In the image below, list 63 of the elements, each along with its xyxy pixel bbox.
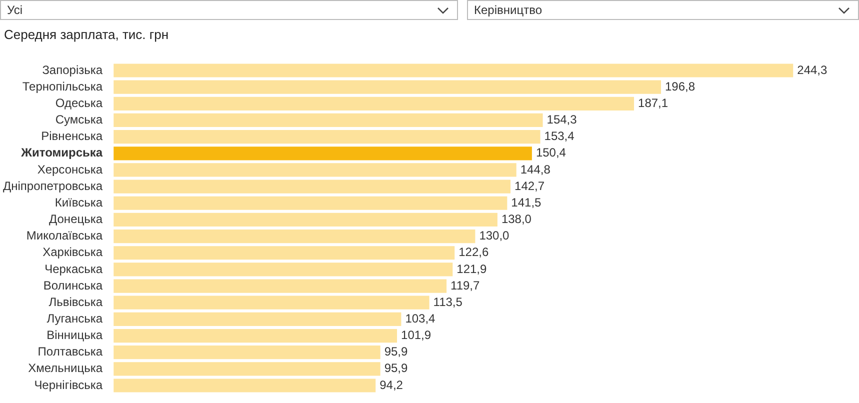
y-tick-label: Донецька: [49, 212, 103, 226]
y-tick-label: Дніпропетровська: [3, 178, 103, 193]
data-label: 95,9: [384, 344, 408, 359]
data-label: 122,6: [458, 245, 489, 260]
y-tick-label: Сумська: [55, 112, 103, 127]
chart-title: Середня зарплата, тис. грн: [4, 27, 169, 42]
data-label: 144,8: [520, 162, 551, 176]
bar: [114, 146, 532, 160]
bar: [114, 312, 402, 326]
text: Усі: [0, 0, 458, 20]
data-label: 121,9: [456, 262, 488, 276]
data-label: 187,1: [638, 96, 668, 110]
y-tick-label: Рівненська: [41, 129, 103, 144]
text: Керівництво: [467, 0, 859, 20]
y-tick-label: Житомирська: [20, 146, 103, 160]
data-label: 130,0: [479, 228, 510, 243]
data-label: 103,4: [405, 312, 436, 326]
bar: [114, 64, 794, 78]
y-tick-label: Волинська: [43, 278, 103, 292]
y-tick-label: Миколаївська: [26, 228, 103, 243]
bar: [114, 229, 476, 244]
y-tick-label: Полтавська: [38, 344, 103, 359]
y-tick-label: Луганська: [46, 312, 103, 326]
bar: [114, 262, 453, 276]
data-label: 95,9: [384, 361, 408, 376]
bar: [114, 180, 511, 194]
y-tick-label: Запорізька: [42, 62, 103, 77]
y-tick-label: Вінницька: [46, 328, 103, 342]
bar: [114, 130, 540, 144]
data-label: 244,3: [797, 62, 828, 77]
y-tick-label: Львівська: [48, 294, 103, 309]
bar: [114, 96, 634, 110]
y-tick-label: Чернігівська: [34, 378, 103, 392]
bar: [114, 296, 430, 310]
data-label: 94,2: [380, 378, 404, 392]
bar: [114, 113, 543, 128]
bar: [114, 80, 662, 94]
y-tick-label: Тернопільська: [22, 79, 103, 94]
data-label: 142,7: [514, 178, 545, 193]
data-label: 196,8: [665, 79, 696, 94]
y-tick-label: Херсонська: [37, 162, 103, 176]
bar: [114, 212, 498, 227]
bar: [114, 279, 447, 293]
bar: [114, 378, 376, 392]
data-label: 150,4: [536, 146, 566, 160]
data-label: 101,9: [401, 328, 432, 342]
y-tick-label: Хмельницька: [28, 361, 103, 376]
bar: [114, 246, 455, 260]
data-label: 154,3: [546, 112, 578, 127]
y-tick-label: Харківська: [42, 245, 103, 260]
data-label: 113,5: [433, 294, 463, 309]
bar: [114, 196, 508, 210]
bar: [114, 346, 380, 360]
data-label: 119,7: [450, 278, 480, 292]
y-tick-label: Одеська: [55, 96, 103, 110]
bar: [114, 362, 380, 376]
data-label: 141,5: [511, 195, 542, 210]
y-tick-label: Черкаська: [44, 262, 103, 276]
bar: [114, 328, 398, 343]
data-label: 138,0: [501, 212, 532, 226]
bar: [114, 163, 516, 177]
data-label: 153,4: [544, 129, 575, 144]
y-tick-label: Київська: [54, 195, 103, 210]
